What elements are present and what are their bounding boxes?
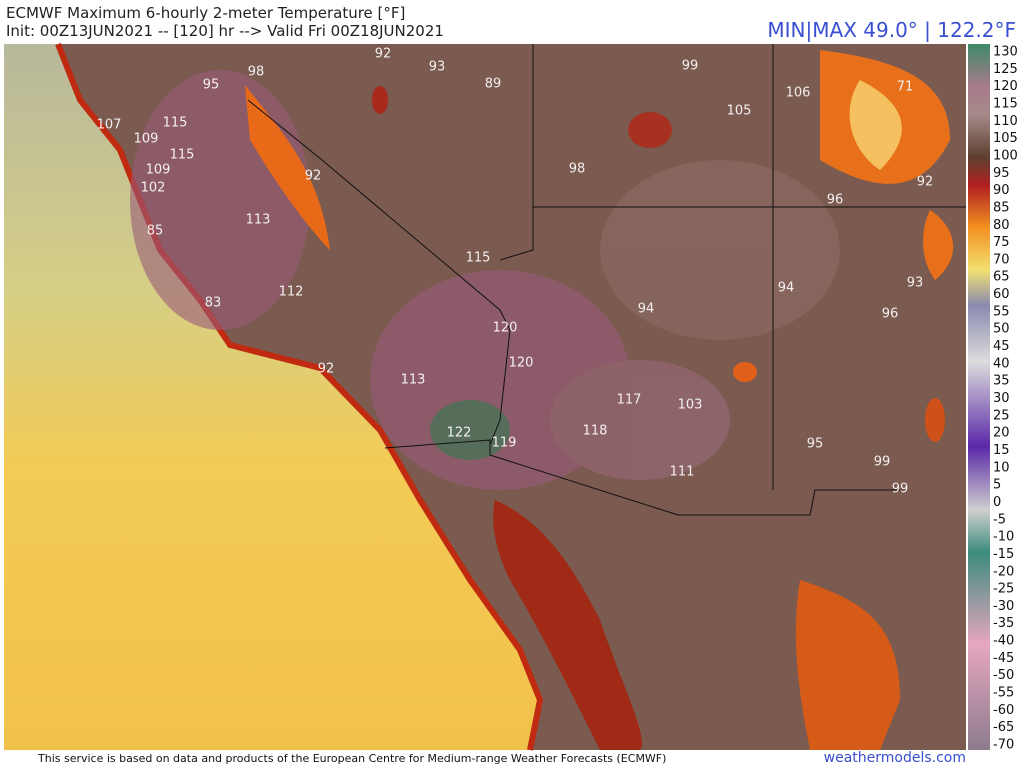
point-label: 115 xyxy=(163,116,188,131)
colorbar-label: -30 xyxy=(993,599,1014,614)
colorbar-label: 120 xyxy=(993,79,1018,94)
point-label: 115 xyxy=(170,148,195,163)
colorbar-label: -5 xyxy=(993,512,1006,527)
point-label: 117 xyxy=(617,393,642,408)
colorbar-label: 45 xyxy=(993,339,1010,354)
point-label: 92 xyxy=(375,47,392,62)
colorbar-label: 125 xyxy=(993,62,1018,77)
point-label: 112 xyxy=(279,285,304,300)
colorbar-label: -15 xyxy=(993,547,1014,562)
point-label: 107 xyxy=(97,118,122,133)
colorbar-label: -45 xyxy=(993,651,1014,666)
point-label: 92 xyxy=(318,362,335,377)
point-label: 98 xyxy=(248,65,265,80)
colorbar-label: 25 xyxy=(993,408,1010,423)
point-label: 94 xyxy=(778,281,795,296)
point-label: 115 xyxy=(466,251,491,266)
colorbar-label: 50 xyxy=(993,322,1010,337)
point-label: 109 xyxy=(134,132,159,147)
point-label: 118 xyxy=(583,424,608,439)
point-label: 93 xyxy=(429,60,446,75)
point-label: 103 xyxy=(678,398,703,413)
min-max: MIN|MAX 49.0° | 122.2°F xyxy=(767,18,1016,42)
title: ECMWF Maximum 6-hourly 2-meter Temperatu… xyxy=(6,4,406,22)
point-label: 83 xyxy=(205,296,222,311)
colorbar-label: 95 xyxy=(993,166,1010,181)
point-label: 92 xyxy=(305,169,322,184)
point-label: 94 xyxy=(638,302,655,317)
borders xyxy=(247,44,966,516)
colorbar-label: -35 xyxy=(993,616,1014,631)
credit: This service is based on data and produc… xyxy=(38,752,667,765)
colorbar-label: -10 xyxy=(993,530,1014,545)
colorbar-label: 55 xyxy=(993,304,1010,319)
colorbar-label: -50 xyxy=(993,668,1014,683)
point-label: 89 xyxy=(485,77,502,92)
point-label: 99 xyxy=(892,482,909,497)
colorbar-label: 15 xyxy=(993,443,1010,458)
point-label: 85 xyxy=(147,224,164,239)
cool-regions xyxy=(245,50,954,750)
colorbar-label: 130 xyxy=(993,45,1018,60)
colorbar-label: -70 xyxy=(993,738,1014,753)
colorbar-label: 35 xyxy=(993,374,1010,389)
colorbar-label: 5 xyxy=(993,478,1001,493)
point-label: 119 xyxy=(492,436,517,451)
colorbar-label: 10 xyxy=(993,460,1010,475)
colorbar-label: 110 xyxy=(993,114,1018,129)
colorbar-label: 100 xyxy=(993,148,1018,163)
point-label: 120 xyxy=(493,321,518,336)
subtitle: Init: 00Z13JUN2021 -- [120] hr --> Valid… xyxy=(6,22,444,40)
point-label: 111 xyxy=(670,465,695,480)
colorbar-label: 40 xyxy=(993,356,1010,371)
colorbar xyxy=(968,44,990,750)
watermark[interactable]: weathermodels.com xyxy=(823,750,966,766)
colorbar-label: 85 xyxy=(993,200,1010,215)
colorbar-label: 20 xyxy=(993,426,1010,441)
point-label: 95 xyxy=(807,437,824,452)
point-label: 122 xyxy=(447,426,472,441)
colorbar-label: 105 xyxy=(993,131,1018,146)
point-label: 120 xyxy=(509,356,534,371)
colorbar-label: 75 xyxy=(993,235,1010,250)
point-label: 92 xyxy=(917,175,934,190)
point-label: 93 xyxy=(907,276,924,291)
point-label: 99 xyxy=(682,59,699,74)
colorbar-label: 115 xyxy=(993,96,1018,111)
colorbar-label: 60 xyxy=(993,287,1010,302)
coast xyxy=(55,42,544,751)
point-label: 106 xyxy=(786,86,811,101)
colorbar-label: -65 xyxy=(993,720,1014,735)
colorbar-label: -20 xyxy=(993,564,1014,579)
colorbar-label: 30 xyxy=(993,391,1010,406)
point-label: 113 xyxy=(246,213,271,228)
colorbar-label: -25 xyxy=(993,582,1014,597)
point-label: 71 xyxy=(897,80,914,95)
colorbar-label: 90 xyxy=(993,183,1010,198)
colorbar-labels: 1301251201151101051009590858075706560555… xyxy=(993,45,1018,753)
point-label: 96 xyxy=(827,193,844,208)
point-label: 109 xyxy=(146,163,171,178)
point-label: 96 xyxy=(882,307,899,322)
colorbar-label: 0 xyxy=(993,495,1001,510)
colorbar-label: -55 xyxy=(993,686,1014,701)
colorbar-label: 65 xyxy=(993,270,1010,285)
point-label: 99 xyxy=(874,455,891,470)
colorbar-label: -60 xyxy=(993,703,1014,718)
point-label: 102 xyxy=(141,181,166,196)
colorbar-label: 70 xyxy=(993,252,1010,267)
colorbar-label: -40 xyxy=(993,634,1014,649)
point-label: 113 xyxy=(401,373,426,388)
colorbar-label: 80 xyxy=(993,218,1010,233)
point-label: 105 xyxy=(727,104,752,119)
point-label: 98 xyxy=(569,162,586,177)
point-label: 95 xyxy=(203,78,220,93)
